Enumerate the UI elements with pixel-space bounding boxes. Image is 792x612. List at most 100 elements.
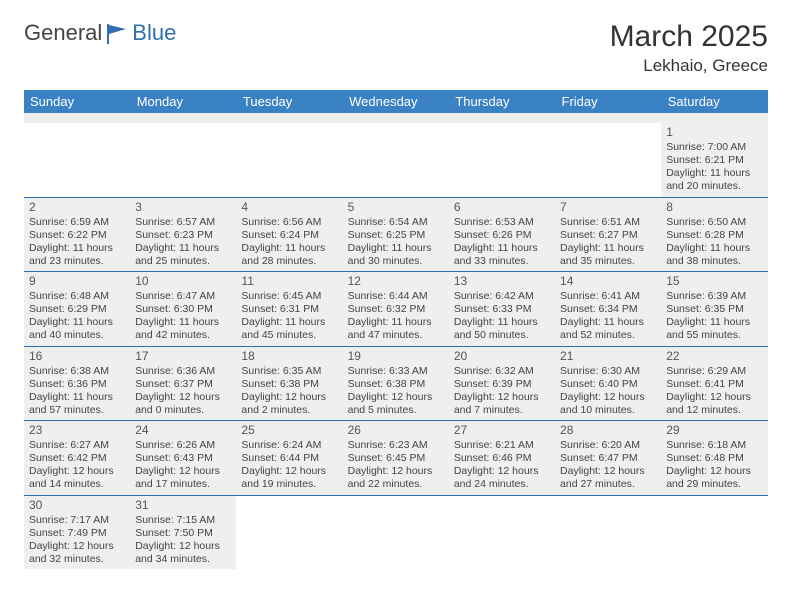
sunrise-text: Sunrise: 6:23 AM <box>348 439 444 452</box>
blank-strip <box>24 113 768 123</box>
daylight-text: Daylight: 12 hours <box>454 391 550 404</box>
daylight-text: and 57 minutes. <box>29 404 125 417</box>
daylight-text: and 35 minutes. <box>560 255 656 268</box>
daylight-text: Daylight: 12 hours <box>666 465 762 478</box>
sunset-text: Sunset: 6:33 PM <box>454 303 550 316</box>
daylight-text: and 0 minutes. <box>135 404 231 417</box>
page-title: March 2025 <box>610 20 768 54</box>
daylight-text: Daylight: 11 hours <box>560 316 656 329</box>
sunset-text: Sunset: 6:39 PM <box>454 378 550 391</box>
day-cell: 29Sunrise: 6:18 AMSunset: 6:48 PMDayligh… <box>661 421 767 496</box>
daylight-text: Daylight: 12 hours <box>666 391 762 404</box>
daylight-text: Daylight: 12 hours <box>454 465 550 478</box>
dayname-wed: Wednesday <box>343 90 449 113</box>
daylight-text: and 22 minutes. <box>348 478 444 491</box>
daylight-text: Daylight: 12 hours <box>135 540 231 553</box>
daylight-text: and 40 minutes. <box>29 329 125 342</box>
day-number: 31 <box>135 498 231 513</box>
day-number: 8 <box>666 200 762 215</box>
daylight-text: and 12 minutes. <box>666 404 762 417</box>
day-cell: 23Sunrise: 6:27 AMSunset: 6:42 PMDayligh… <box>24 421 130 496</box>
empty-cell <box>661 495 767 569</box>
empty-cell <box>130 123 236 197</box>
daylight-text: Daylight: 11 hours <box>560 242 656 255</box>
sunrise-text: Sunrise: 6:35 AM <box>241 365 337 378</box>
day-number: 14 <box>560 274 656 289</box>
day-cell: 10Sunrise: 6:47 AMSunset: 6:30 PMDayligh… <box>130 272 236 347</box>
day-cell: 22Sunrise: 6:29 AMSunset: 6:41 PMDayligh… <box>661 346 767 421</box>
day-cell: 9Sunrise: 6:48 AMSunset: 6:29 PMDaylight… <box>24 272 130 347</box>
day-number: 11 <box>241 274 337 289</box>
sunset-text: Sunset: 6:21 PM <box>666 154 762 167</box>
brand-part2: Blue <box>132 20 176 46</box>
daylight-text: and 30 minutes. <box>348 255 444 268</box>
daylight-text: and 10 minutes. <box>560 404 656 417</box>
day-cell: 14Sunrise: 6:41 AMSunset: 6:34 PMDayligh… <box>555 272 661 347</box>
calendar-row: 23Sunrise: 6:27 AMSunset: 6:42 PMDayligh… <box>24 421 768 496</box>
sunset-text: Sunset: 6:25 PM <box>348 229 444 242</box>
day-number: 30 <box>29 498 125 513</box>
day-number: 28 <box>560 423 656 438</box>
daylight-text: and 17 minutes. <box>135 478 231 491</box>
daylight-text: and 2 minutes. <box>241 404 337 417</box>
daylight-text: and 32 minutes. <box>29 553 125 566</box>
daylight-text: and 55 minutes. <box>666 329 762 342</box>
sunset-text: Sunset: 6:30 PM <box>135 303 231 316</box>
daylight-text: and 50 minutes. <box>454 329 550 342</box>
daylight-text: Daylight: 11 hours <box>29 242 125 255</box>
day-number: 7 <box>560 200 656 215</box>
day-number: 17 <box>135 349 231 364</box>
sunrise-text: Sunrise: 6:29 AM <box>666 365 762 378</box>
day-number: 20 <box>454 349 550 364</box>
sunrise-text: Sunrise: 6:18 AM <box>666 439 762 452</box>
sunrise-text: Sunrise: 6:41 AM <box>560 290 656 303</box>
daylight-text: Daylight: 12 hours <box>241 465 337 478</box>
day-number: 6 <box>454 200 550 215</box>
daylight-text: Daylight: 11 hours <box>29 391 125 404</box>
day-number: 5 <box>348 200 444 215</box>
day-cell: 21Sunrise: 6:30 AMSunset: 6:40 PMDayligh… <box>555 346 661 421</box>
daylight-text: Daylight: 12 hours <box>348 391 444 404</box>
daylight-text: and 34 minutes. <box>135 553 231 566</box>
sunrise-text: Sunrise: 6:53 AM <box>454 216 550 229</box>
day-cell: 26Sunrise: 6:23 AMSunset: 6:45 PMDayligh… <box>343 421 449 496</box>
empty-cell <box>236 123 342 197</box>
day-number: 13 <box>454 274 550 289</box>
daylight-text: Daylight: 11 hours <box>29 316 125 329</box>
day-number: 4 <box>241 200 337 215</box>
dayname-tue: Tuesday <box>236 90 342 113</box>
daylight-text: and 5 minutes. <box>348 404 444 417</box>
day-cell: 25Sunrise: 6:24 AMSunset: 6:44 PMDayligh… <box>236 421 342 496</box>
day-number: 18 <box>241 349 337 364</box>
daylight-text: and 33 minutes. <box>454 255 550 268</box>
sunrise-text: Sunrise: 6:50 AM <box>666 216 762 229</box>
daylight-text: and 38 minutes. <box>666 255 762 268</box>
sunset-text: Sunset: 6:26 PM <box>454 229 550 242</box>
sunset-text: Sunset: 6:42 PM <box>29 452 125 465</box>
day-number: 10 <box>135 274 231 289</box>
day-cell: 3Sunrise: 6:57 AMSunset: 6:23 PMDaylight… <box>130 197 236 272</box>
sunrise-text: Sunrise: 7:17 AM <box>29 514 125 527</box>
daylight-text: and 14 minutes. <box>29 478 125 491</box>
day-number: 3 <box>135 200 231 215</box>
brand-logo: General Blue <box>24 20 176 46</box>
daylight-text: Daylight: 12 hours <box>135 391 231 404</box>
daylight-text: Daylight: 12 hours <box>348 465 444 478</box>
daylight-text: Daylight: 12 hours <box>560 465 656 478</box>
daylight-text: and 28 minutes. <box>241 255 337 268</box>
daylight-text: Daylight: 12 hours <box>29 540 125 553</box>
empty-cell <box>449 123 555 197</box>
title-block: March 2025 Lekhaio, Greece <box>610 20 768 76</box>
page: General Blue March 2025 Lekhaio, Greece … <box>0 0 792 579</box>
daylight-text: Daylight: 11 hours <box>454 242 550 255</box>
sunrise-text: Sunrise: 6:20 AM <box>560 439 656 452</box>
day-cell: 12Sunrise: 6:44 AMSunset: 6:32 PMDayligh… <box>343 272 449 347</box>
day-cell: 15Sunrise: 6:39 AMSunset: 6:35 PMDayligh… <box>661 272 767 347</box>
sunset-text: Sunset: 6:47 PM <box>560 452 656 465</box>
sunrise-text: Sunrise: 7:00 AM <box>666 141 762 154</box>
sunset-text: Sunset: 6:36 PM <box>29 378 125 391</box>
sunrise-text: Sunrise: 6:21 AM <box>454 439 550 452</box>
day-number: 16 <box>29 349 125 364</box>
daylight-text: Daylight: 11 hours <box>135 316 231 329</box>
daylight-text: Daylight: 11 hours <box>241 242 337 255</box>
